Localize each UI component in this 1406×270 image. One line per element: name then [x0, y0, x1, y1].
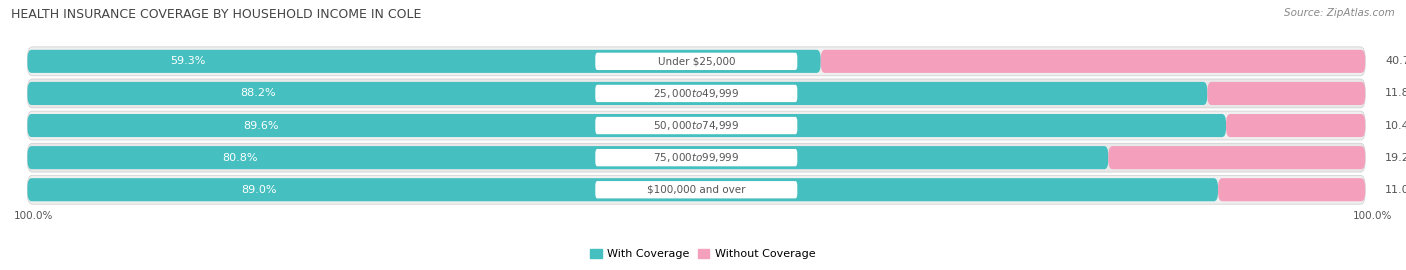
FancyBboxPatch shape — [1208, 82, 1365, 105]
FancyBboxPatch shape — [28, 146, 1108, 169]
Text: 10.4%: 10.4% — [1385, 120, 1406, 131]
FancyBboxPatch shape — [1108, 146, 1365, 169]
FancyBboxPatch shape — [1226, 114, 1365, 137]
Text: 11.8%: 11.8% — [1385, 89, 1406, 99]
FancyBboxPatch shape — [28, 50, 821, 73]
FancyBboxPatch shape — [595, 149, 797, 166]
Text: $75,000 to $99,999: $75,000 to $99,999 — [654, 151, 740, 164]
FancyBboxPatch shape — [28, 82, 1208, 105]
Text: 40.7%: 40.7% — [1385, 56, 1406, 66]
Text: 89.0%: 89.0% — [242, 185, 277, 195]
FancyBboxPatch shape — [28, 143, 1365, 172]
FancyBboxPatch shape — [1218, 178, 1365, 201]
Legend: With Coverage, Without Coverage: With Coverage, Without Coverage — [591, 249, 815, 259]
Text: 88.2%: 88.2% — [240, 89, 276, 99]
Text: $50,000 to $74,999: $50,000 to $74,999 — [654, 119, 740, 132]
Text: Source: ZipAtlas.com: Source: ZipAtlas.com — [1284, 8, 1395, 18]
FancyBboxPatch shape — [821, 50, 1365, 73]
Text: 11.0%: 11.0% — [1385, 185, 1406, 195]
Text: 100.0%: 100.0% — [14, 211, 53, 221]
FancyBboxPatch shape — [28, 111, 1365, 140]
Text: 100.0%: 100.0% — [1353, 211, 1392, 221]
Text: HEALTH INSURANCE COVERAGE BY HOUSEHOLD INCOME IN COLE: HEALTH INSURANCE COVERAGE BY HOUSEHOLD I… — [11, 8, 422, 21]
Text: Under $25,000: Under $25,000 — [658, 56, 735, 66]
FancyBboxPatch shape — [28, 175, 1365, 204]
Text: $100,000 and over: $100,000 and over — [647, 185, 745, 195]
FancyBboxPatch shape — [595, 181, 797, 198]
FancyBboxPatch shape — [595, 53, 797, 70]
FancyBboxPatch shape — [595, 85, 797, 102]
Text: 59.3%: 59.3% — [170, 56, 205, 66]
FancyBboxPatch shape — [28, 79, 1365, 108]
Text: 19.2%: 19.2% — [1385, 153, 1406, 163]
FancyBboxPatch shape — [28, 114, 1226, 137]
FancyBboxPatch shape — [28, 178, 1218, 201]
FancyBboxPatch shape — [28, 47, 1365, 76]
Text: 89.6%: 89.6% — [243, 120, 278, 131]
FancyBboxPatch shape — [595, 117, 797, 134]
Text: 80.8%: 80.8% — [222, 153, 257, 163]
Text: $25,000 to $49,999: $25,000 to $49,999 — [654, 87, 740, 100]
